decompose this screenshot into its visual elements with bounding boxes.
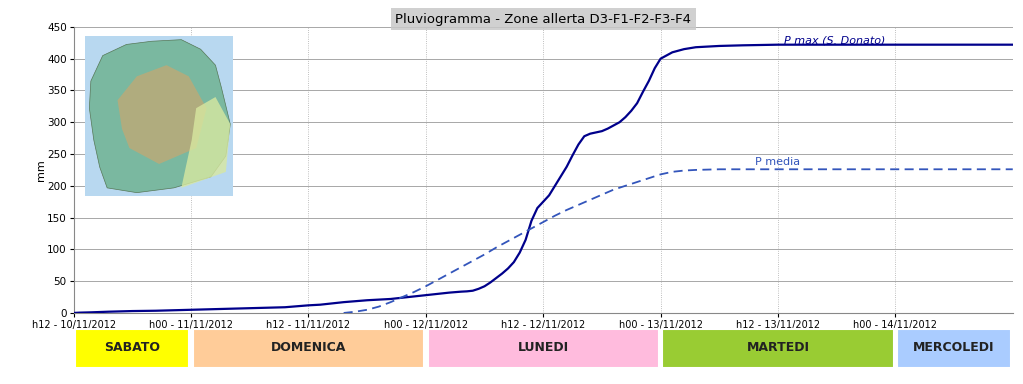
Text: LUNEDI: LUNEDI bbox=[518, 341, 569, 354]
Polygon shape bbox=[118, 65, 207, 164]
Bar bbox=[428, 329, 659, 368]
Bar bbox=[662, 329, 894, 368]
Text: P max (S. Donato): P max (S. Donato) bbox=[784, 36, 885, 46]
Text: P media: P media bbox=[755, 157, 800, 167]
Title: Pluviogramma - Zone allerta D3-F1-F2-F3-F4: Pluviogramma - Zone allerta D3-F1-F2-F3-… bbox=[395, 13, 692, 26]
Y-axis label: mm: mm bbox=[36, 159, 46, 181]
Text: DOMENICA: DOMENICA bbox=[271, 341, 346, 354]
Bar bbox=[897, 329, 1011, 368]
Bar bbox=[76, 329, 189, 368]
Text: MERCOLEDI: MERCOLEDI bbox=[914, 341, 994, 354]
Polygon shape bbox=[181, 97, 230, 188]
Text: SABATO: SABATO bbox=[104, 341, 161, 354]
Bar bbox=[192, 329, 425, 368]
Text: MARTEDI: MARTEDI bbox=[747, 341, 809, 354]
Polygon shape bbox=[89, 40, 230, 193]
